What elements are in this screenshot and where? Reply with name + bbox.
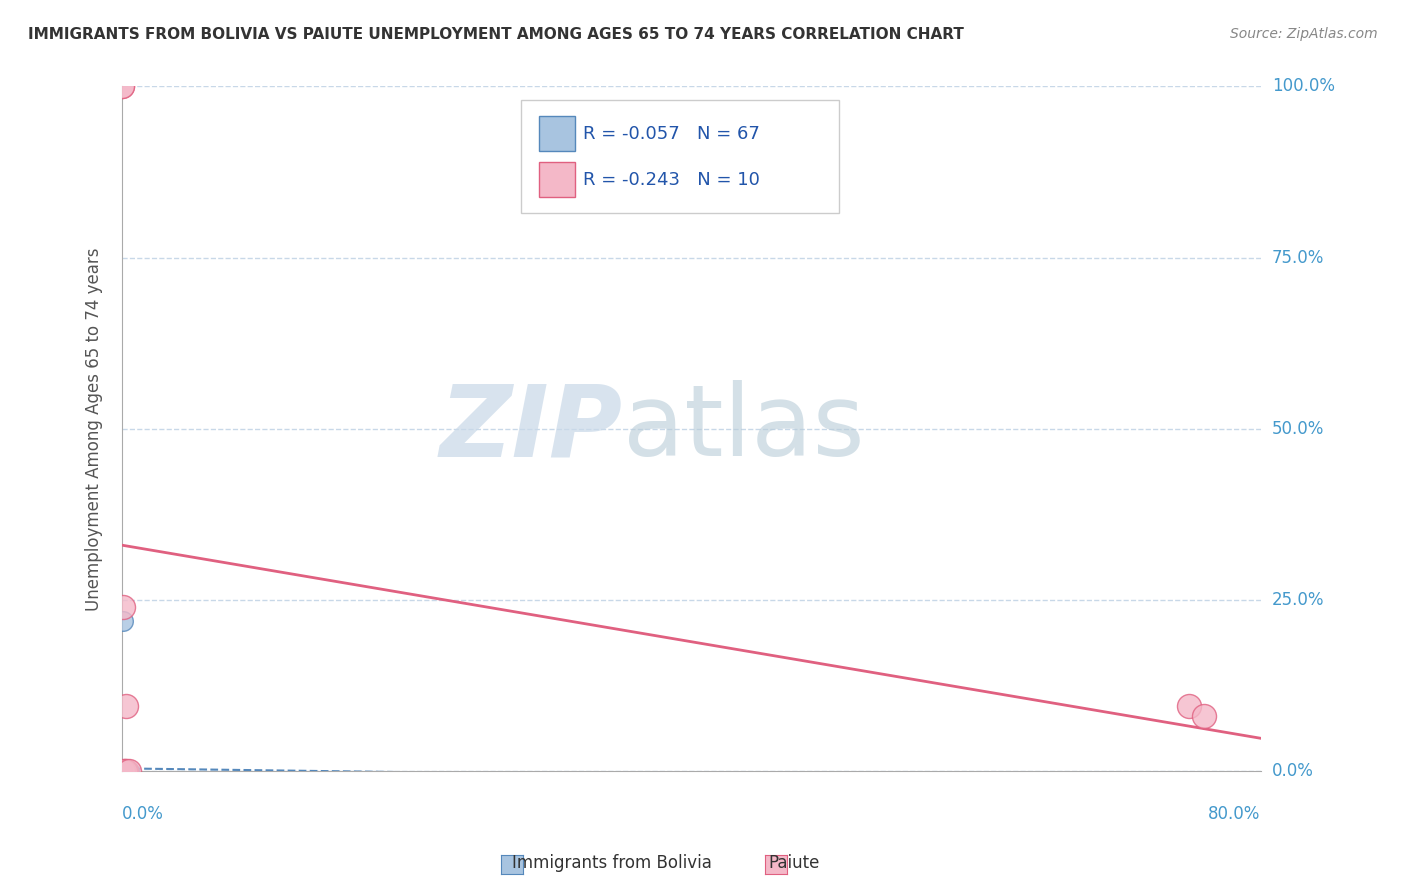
Point <box>111 79 134 94</box>
Point <box>115 764 138 779</box>
Point <box>115 764 138 779</box>
Text: 100.0%: 100.0% <box>1272 78 1334 95</box>
Text: IMMIGRANTS FROM BOLIVIA VS PAIUTE UNEMPLOYMENT AMONG AGES 65 TO 74 YEARS CORRELA: IMMIGRANTS FROM BOLIVIA VS PAIUTE UNEMPL… <box>28 27 965 42</box>
Point <box>112 764 135 779</box>
Point <box>114 764 136 779</box>
Point <box>111 764 134 779</box>
Point <box>1178 699 1201 714</box>
Point <box>114 764 136 779</box>
Point <box>111 764 134 779</box>
Point <box>111 764 134 779</box>
Point <box>111 764 134 779</box>
Point <box>112 764 135 779</box>
Point <box>112 764 135 779</box>
Point <box>112 764 135 779</box>
Text: 0.0%: 0.0% <box>122 805 165 823</box>
Point <box>115 764 138 779</box>
Text: 50.0%: 50.0% <box>1272 420 1324 438</box>
FancyBboxPatch shape <box>520 100 839 213</box>
Point <box>112 764 135 779</box>
Text: Source: ZipAtlas.com: Source: ZipAtlas.com <box>1230 27 1378 41</box>
Point <box>111 764 134 779</box>
Point <box>115 764 138 779</box>
Point <box>117 764 139 779</box>
Point <box>111 764 134 779</box>
Point <box>112 764 135 779</box>
Text: ZIP: ZIP <box>440 380 623 477</box>
Text: 75.0%: 75.0% <box>1272 249 1324 267</box>
Point <box>112 764 135 779</box>
Point <box>111 764 134 779</box>
Point <box>115 764 138 779</box>
Point <box>114 764 136 779</box>
Point <box>114 764 136 779</box>
Point <box>114 764 136 779</box>
Point <box>112 764 135 779</box>
Point <box>112 764 135 779</box>
Text: 25.0%: 25.0% <box>1272 591 1324 609</box>
Point <box>112 764 135 779</box>
Text: atlas: atlas <box>623 380 865 477</box>
Point <box>112 764 135 779</box>
Point <box>114 764 136 779</box>
Point <box>115 764 138 779</box>
Point <box>112 599 135 614</box>
Point <box>112 764 135 779</box>
FancyBboxPatch shape <box>538 116 575 152</box>
Point <box>111 764 134 779</box>
Point <box>115 764 138 779</box>
Point <box>114 764 136 779</box>
Point <box>111 764 134 779</box>
Point <box>111 764 134 779</box>
Point <box>112 764 135 779</box>
Point <box>111 764 134 779</box>
Point <box>115 764 138 779</box>
Point <box>112 764 135 779</box>
Point <box>114 764 136 779</box>
Point <box>112 764 135 779</box>
Text: 80.0%: 80.0% <box>1208 805 1261 823</box>
Point <box>112 764 135 779</box>
Text: R = -0.057   N = 67: R = -0.057 N = 67 <box>583 125 761 143</box>
Point <box>117 764 139 779</box>
Point <box>111 764 134 779</box>
Point <box>115 699 138 714</box>
Point <box>114 764 136 779</box>
Text: 0.0%: 0.0% <box>1272 762 1313 780</box>
Point <box>114 764 136 779</box>
Point <box>112 764 135 779</box>
Point <box>112 764 135 779</box>
Point <box>111 764 134 779</box>
Point <box>112 764 135 779</box>
Point <box>1192 709 1215 723</box>
Point <box>114 764 136 779</box>
Point <box>114 764 136 779</box>
Point <box>114 764 136 779</box>
Point <box>111 764 134 779</box>
Point <box>111 764 134 779</box>
Point <box>114 764 136 779</box>
FancyBboxPatch shape <box>538 161 575 197</box>
Point <box>114 764 136 779</box>
Point <box>114 764 136 779</box>
Point <box>111 79 134 94</box>
Text: Immigrants from Bolivia: Immigrants from Bolivia <box>512 855 711 872</box>
Point <box>112 764 135 779</box>
Point <box>114 764 136 779</box>
Point <box>111 764 134 779</box>
Point <box>112 764 135 779</box>
Y-axis label: Unemployment Among Ages 65 to 74 years: Unemployment Among Ages 65 to 74 years <box>86 247 103 610</box>
Point <box>115 764 138 779</box>
Point <box>118 764 141 779</box>
Point <box>112 614 135 628</box>
Text: R = -0.243   N = 10: R = -0.243 N = 10 <box>583 170 761 188</box>
Point <box>112 764 135 779</box>
Text: Paiute: Paiute <box>769 855 820 872</box>
Point <box>118 764 141 779</box>
Point <box>112 764 135 779</box>
Point <box>112 764 135 779</box>
